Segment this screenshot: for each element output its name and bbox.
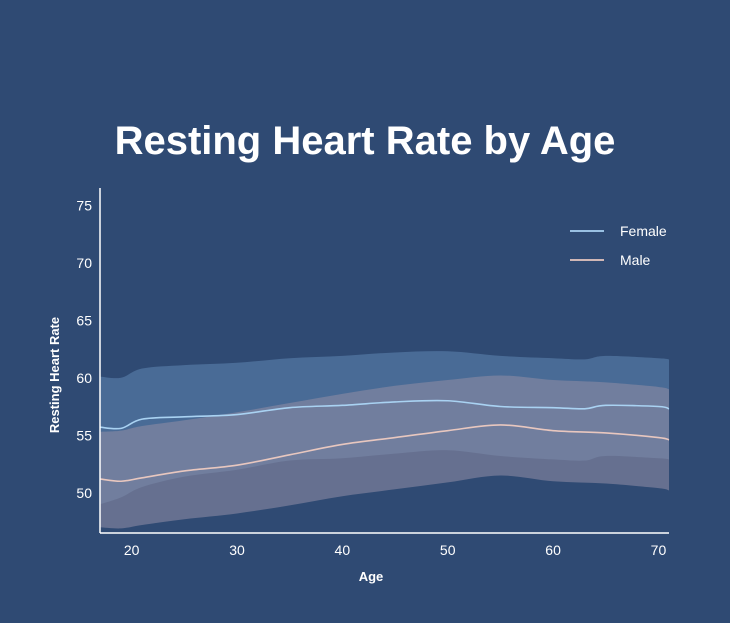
x-tick-label: 40 — [335, 542, 351, 558]
legend-label-male: Male — [620, 252, 651, 268]
chart-title: Resting Heart Rate by Age — [115, 119, 616, 163]
male-series-line — [99, 424, 670, 483]
x-tick-labels: 20 30 40 50 60 70 — [124, 542, 667, 558]
x-axis-title: Age — [359, 569, 384, 584]
y-tick-label: 50 — [76, 485, 92, 501]
x-tick-label: 50 — [440, 542, 456, 558]
y-tick-label: 60 — [76, 370, 92, 386]
x-tick-label: 70 — [651, 542, 667, 558]
x-tick-label: 60 — [545, 542, 561, 558]
y-axis-title: Resting Heart Rate — [47, 317, 62, 433]
x-tick-label: 20 — [124, 542, 140, 558]
y-tick-label: 75 — [76, 197, 92, 213]
series-lines — [99, 399, 670, 483]
y-tick-label: 55 — [76, 427, 92, 443]
axes — [99, 188, 669, 534]
y-tick-label: 65 — [76, 312, 92, 328]
y-tick-label: 70 — [76, 255, 92, 271]
legend-label-female: Female — [620, 223, 667, 239]
y-tick-labels: 50 55 60 65 70 75 — [76, 197, 92, 501]
x-tick-label: 30 — [229, 542, 245, 558]
legend: Female Male — [570, 223, 667, 268]
confidence-bands — [100, 351, 669, 529]
